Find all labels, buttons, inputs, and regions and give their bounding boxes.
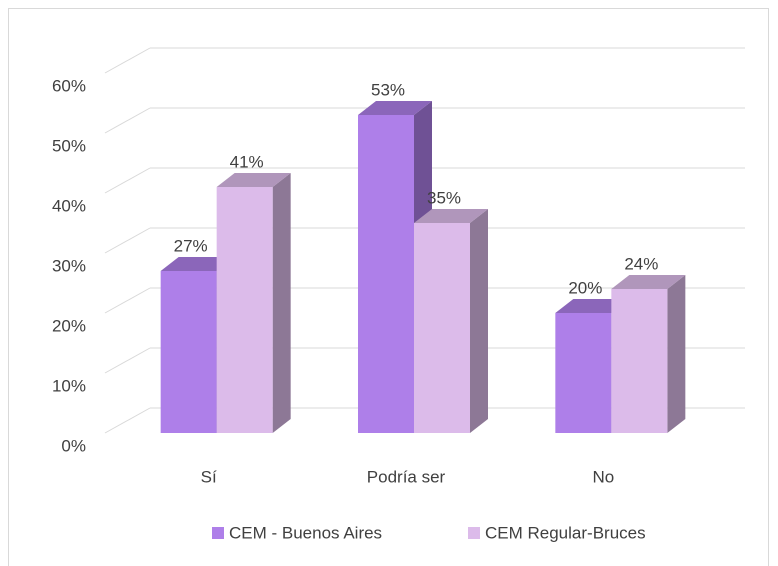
grid-line-depth <box>104 227 151 254</box>
bar-side <box>470 209 488 433</box>
y-tick-label: 0% <box>61 436 86 455</box>
bar <box>160 271 217 433</box>
y-tick-label: 40% <box>52 196 86 215</box>
bar-side <box>667 275 686 433</box>
legend-label: CEM - Buenos Aires <box>229 523 382 542</box>
grid-line-depth <box>104 347 151 374</box>
grid-line-depth <box>104 47 151 74</box>
bar <box>611 289 668 433</box>
grid-line-depth <box>104 287 151 314</box>
legend-label: CEM Regular-Bruces <box>485 523 646 542</box>
bar-top <box>358 101 432 115</box>
data-label: 27% <box>174 236 208 255</box>
bar-top <box>611 275 686 289</box>
legend-swatch <box>212 527 224 539</box>
y-tick-label: 10% <box>52 376 86 395</box>
data-label: 24% <box>624 254 658 273</box>
y-tick-label: 50% <box>52 136 86 155</box>
bar <box>414 223 470 433</box>
x-tick-label: No <box>592 467 614 486</box>
bar-top <box>414 209 488 223</box>
grid-line-depth <box>104 407 151 434</box>
data-label: 53% <box>371 80 405 99</box>
x-tick-label: Sí <box>201 467 217 486</box>
bar-side <box>272 173 291 433</box>
y-tick-label: 60% <box>52 76 86 95</box>
bar-top <box>160 257 235 271</box>
bar-top <box>555 299 630 313</box>
x-tick-label: Podría ser <box>367 467 446 486</box>
bar <box>555 313 612 433</box>
y-tick-label: 20% <box>52 316 86 335</box>
data-label: 41% <box>230 152 264 171</box>
grid-line-depth <box>104 107 151 134</box>
bar <box>358 115 414 433</box>
y-tick-label: 30% <box>52 256 86 275</box>
chart-frame <box>8 8 769 566</box>
data-label: 20% <box>568 278 602 297</box>
grid-line-depth <box>104 167 151 194</box>
bar <box>216 187 273 433</box>
data-label: 35% <box>427 188 461 207</box>
bar-top <box>216 173 291 187</box>
legend-swatch <box>468 527 480 539</box>
